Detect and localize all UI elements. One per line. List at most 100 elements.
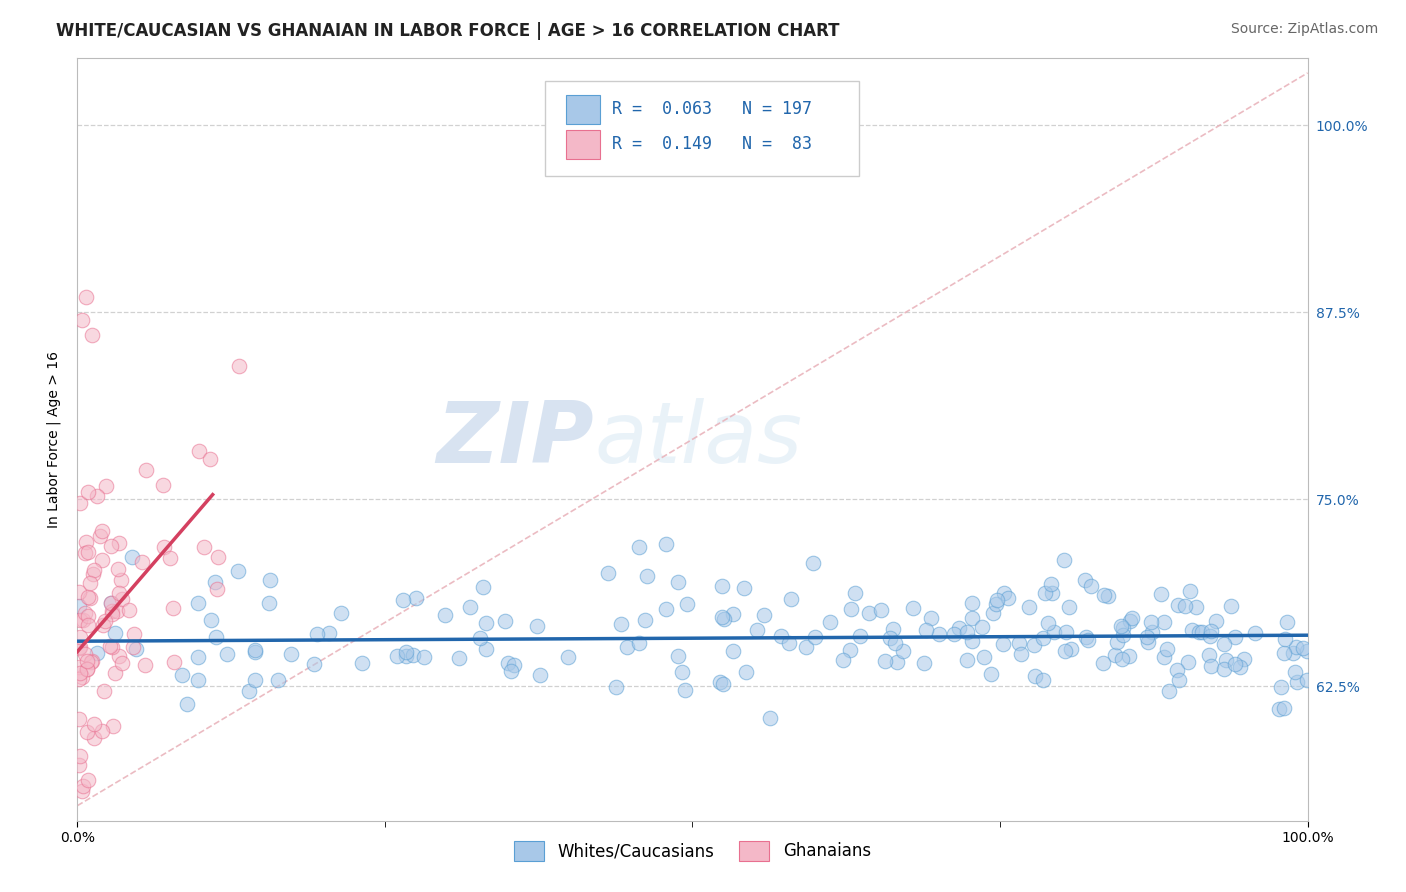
Point: [1024, 638, 1046, 652]
Point: [636, 569, 658, 583]
Point: [280, 648, 302, 662]
Point: [1153, 615, 1175, 630]
Point: [1111, 652, 1133, 666]
Text: R =  0.063   N = 197: R = 0.063 N = 197: [613, 100, 813, 118]
Point: [73, 606, 96, 620]
Point: [100, 539, 122, 553]
Point: [77, 545, 100, 559]
Point: [100, 607, 122, 621]
Point: [405, 591, 427, 606]
Point: [1010, 647, 1032, 661]
Point: [745, 623, 768, 637]
Point: [458, 599, 481, 614]
Point: [710, 609, 733, 624]
Point: [107, 562, 129, 576]
Point: [305, 626, 328, 640]
Point: [993, 586, 1015, 600]
Point: [1201, 624, 1223, 638]
Point: [1159, 684, 1181, 698]
Point: [69, 748, 91, 763]
Point: [86, 489, 108, 503]
Point: [198, 452, 221, 467]
Point: [100, 596, 122, 610]
Point: [616, 640, 638, 655]
Point: [91, 618, 114, 632]
Point: [1092, 588, 1115, 602]
Point: [121, 550, 143, 565]
Point: [82, 327, 104, 342]
Point: [1277, 615, 1299, 629]
Point: [107, 585, 129, 599]
Point: [72, 613, 94, 627]
Point: [1233, 651, 1256, 665]
Point: [1112, 622, 1135, 636]
Point: [804, 630, 827, 644]
Point: [200, 613, 222, 627]
Point: [267, 673, 290, 688]
Point: [1024, 668, 1046, 682]
Point: [849, 629, 872, 643]
Point: [526, 618, 548, 632]
Point: [928, 627, 950, 641]
Point: [1109, 619, 1132, 633]
Point: [920, 611, 942, 625]
Point: [118, 603, 141, 617]
Point: [76, 618, 98, 632]
Point: [76, 655, 98, 669]
Point: [986, 597, 1008, 611]
Point: [204, 575, 226, 590]
Point: [1167, 673, 1189, 687]
Point: [1167, 598, 1189, 612]
Text: atlas: atlas: [595, 398, 801, 481]
Point: [1184, 599, 1206, 614]
Point: [666, 575, 689, 590]
Point: [960, 634, 983, 648]
Point: [912, 656, 935, 670]
Point: [610, 616, 633, 631]
Point: [671, 665, 693, 679]
Point: [215, 647, 238, 661]
Point: [1267, 702, 1289, 716]
Point: [1060, 641, 1083, 656]
Point: [1244, 626, 1267, 640]
Point: [226, 564, 249, 578]
Point: [1223, 630, 1246, 644]
Point: [204, 630, 226, 644]
Point: [101, 604, 124, 618]
Point: [778, 635, 800, 649]
Point: [77, 773, 100, 788]
Point: [82, 655, 104, 669]
Point: [69, 496, 91, 510]
Point: [1296, 673, 1319, 687]
Point: [1191, 625, 1213, 640]
Point: [79, 575, 101, 590]
Point: [111, 656, 134, 670]
Point: [981, 606, 1004, 620]
Point: [1136, 635, 1159, 649]
Point: [1199, 658, 1222, 673]
Point: [69, 630, 91, 644]
Point: [723, 643, 745, 657]
Point: [713, 612, 735, 626]
Point: [67, 672, 90, 686]
Point: [228, 359, 250, 374]
Point: [105, 604, 128, 618]
Point: [502, 657, 524, 672]
Point: [1178, 584, 1201, 599]
Point: [79, 591, 101, 605]
Point: [1119, 614, 1142, 628]
Point: [75, 647, 97, 661]
Point: [627, 636, 650, 650]
Point: [1139, 615, 1161, 629]
Point: [1270, 680, 1292, 694]
Point: [1032, 632, 1054, 646]
Point: [1166, 663, 1188, 677]
Point: [1188, 624, 1211, 639]
Point: [1039, 576, 1062, 591]
Point: [94, 615, 117, 629]
Point: [1036, 616, 1059, 631]
FancyBboxPatch shape: [565, 130, 600, 160]
Point: [654, 537, 676, 551]
Point: [721, 607, 744, 622]
Point: [1040, 585, 1063, 599]
